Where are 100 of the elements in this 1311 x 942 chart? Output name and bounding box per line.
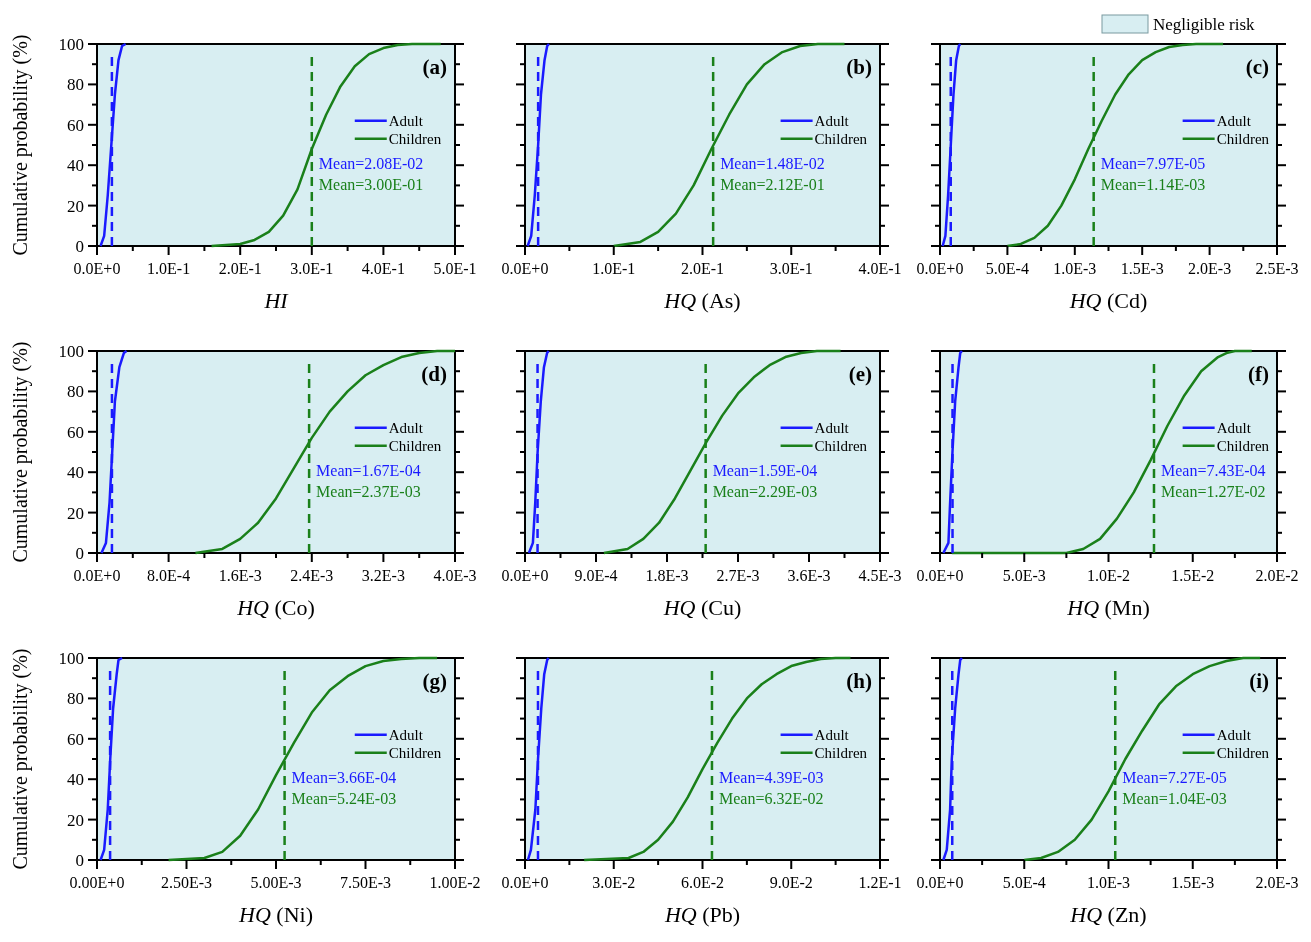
annotation: Mean=1.27E-02: [1160, 483, 1266, 501]
annotation: Mean=1.14E-03: [1100, 176, 1206, 194]
legend-label: Adult: [1216, 726, 1252, 743]
legend-label: Children: [814, 130, 868, 147]
x-tick-label: 1.5E-2: [1171, 567, 1215, 584]
annotation: (d): [421, 362, 447, 386]
x-axis-title: HQ (Co): [236, 595, 315, 620]
annotation: Mean=4.39E-03: [718, 769, 824, 787]
x-tick-label: 0.00E+0: [69, 874, 125, 891]
y-tick-label: 100: [58, 649, 84, 668]
annotation: Mean=1.04E-03: [1122, 790, 1227, 808]
x-tick-label: 2.4E-3: [290, 567, 334, 584]
x-tick-label: 9.0E-2: [769, 874, 813, 891]
x-tick-label: 0.0E+0: [501, 260, 549, 277]
x-tick-label: 6.0E-2: [680, 874, 725, 891]
x-tick-label: 3.2E-3: [361, 567, 405, 584]
x-axis-title: HQ (Zn): [1069, 902, 1147, 927]
y-tick-label: 0: [75, 237, 84, 256]
legend-label: Children: [388, 130, 442, 147]
y-axis-title: Cumulative probability (%): [9, 648, 32, 870]
y-tick-label: 80: [67, 689, 84, 709]
annotation: Mean=3.66E-04: [291, 769, 397, 787]
x-tick-label: 4.0E-1: [361, 260, 405, 277]
legend-label: Children: [814, 744, 868, 761]
line-series: [194, 349, 457, 555]
x-tick-label: 5.0E-4: [985, 260, 1029, 277]
x-tick-label: 1.8E-3: [645, 567, 689, 584]
y-tick-label: 20: [67, 810, 84, 830]
y-tick-label: 20: [67, 503, 84, 523]
y-tick-label: 0: [75, 851, 84, 870]
x-tick-label: 1.0E-3: [1053, 260, 1097, 277]
x-tick-label: 5.0E-3: [1002, 567, 1046, 584]
annotation: Mean=3.00E-01: [318, 176, 424, 194]
annotation: (a): [422, 55, 447, 79]
x-tick-label: 7.50E-3: [339, 874, 392, 891]
y-tick-label: 80: [67, 75, 84, 95]
y-tick-label: 60: [67, 115, 84, 135]
annotation: Mean=1.59E-04: [712, 462, 818, 480]
legend-label: Children: [1216, 437, 1270, 454]
legend-label: Children: [1216, 744, 1270, 761]
x-tick-label: 2.0E-3: [1255, 874, 1299, 891]
x-tick-label: 1.00E-2: [429, 874, 481, 891]
x-tick-label: 1.5E-3: [1171, 874, 1215, 891]
annotation: Mean=1.48E-02: [720, 155, 825, 173]
x-tick-label: 0.0E+0: [501, 567, 549, 584]
x-tick-label: 2.0E-1: [680, 260, 725, 277]
annotation: Mean=5.24E-03: [291, 790, 397, 808]
annotation: Mean=7.27E-05: [1122, 769, 1227, 787]
annotation: Mean=2.08E-02: [318, 155, 424, 173]
legend-label: Adult: [388, 419, 424, 436]
annotation: Mean=1.67E-04: [316, 462, 421, 480]
x-tick-label: 1.0E-1: [147, 260, 191, 277]
x-tick-label: 3.0E-2: [592, 874, 636, 891]
annotation: Mean=2.37E-03: [316, 483, 421, 501]
annotation: (e): [848, 362, 872, 386]
x-tick-label: 4.5E-3: [858, 567, 902, 584]
annotation: (c): [1245, 55, 1269, 79]
y-tick-label: 0: [75, 544, 84, 563]
y-tick-label: 80: [67, 382, 84, 402]
x-tick-label: 2.0E-3: [1188, 260, 1232, 277]
x-tick-label: 3.6E-3: [787, 567, 831, 584]
legend-label: Adult: [814, 726, 850, 743]
legend-label: Adult: [388, 726, 424, 743]
x-tick-label: 1.0E-3: [1086, 874, 1131, 891]
y-tick-label: 100: [58, 35, 84, 54]
band-label: Negligible risk: [1153, 15, 1256, 34]
x-tick-label: 2.7E-3: [716, 567, 760, 584]
legend-label: Adult: [1216, 112, 1252, 129]
annotation: (g): [422, 669, 447, 693]
y-tick-label: 40: [67, 463, 84, 483]
x-tick-label: 1.6E-3: [218, 567, 262, 584]
x-tick-label: 2.0E-1: [218, 260, 262, 277]
x-tick-label: 0.0E+0: [73, 567, 121, 584]
x-tick-label: 0.0E+0: [501, 874, 549, 891]
x-tick-label: 0.0E+0: [73, 260, 121, 277]
x-axis-title: HQ (Cu): [662, 595, 742, 620]
legend-label: Children: [388, 437, 442, 454]
legend-label: Adult: [1216, 419, 1252, 436]
legend-label: Children: [1216, 130, 1270, 147]
annotation: (h): [846, 669, 872, 693]
x-axis-title: HQ (Pb): [663, 902, 741, 927]
line-series: [100, 349, 128, 555]
x-tick-label: 2.0E-2: [1255, 567, 1299, 584]
x-axis-title: HI: [263, 288, 290, 313]
legend-label: Children: [814, 437, 868, 454]
legend-label: Adult: [814, 419, 850, 436]
x-tick-label: 0.0E+0: [916, 567, 964, 584]
x-axis-title: HQ (Cd): [1068, 288, 1148, 313]
annotation: (f): [1248, 362, 1269, 386]
x-tick-label: 3.0E-1: [769, 260, 813, 277]
x-tick-label: 4.0E-3: [433, 567, 477, 584]
y-axis-title: Cumulative probability (%): [9, 341, 32, 563]
annotation: Mean=2.12E-01: [720, 176, 825, 194]
line-series: [99, 656, 124, 862]
x-tick-label: 0.0E+0: [916, 260, 964, 277]
x-tick-label: 1.0E-1: [592, 260, 636, 277]
x-tick-label: 1.5E-3: [1120, 260, 1164, 277]
y-tick-label: 60: [67, 729, 84, 749]
x-tick-label: 1.2E-1: [858, 874, 902, 891]
x-tick-label: 9.0E-4: [574, 567, 618, 584]
